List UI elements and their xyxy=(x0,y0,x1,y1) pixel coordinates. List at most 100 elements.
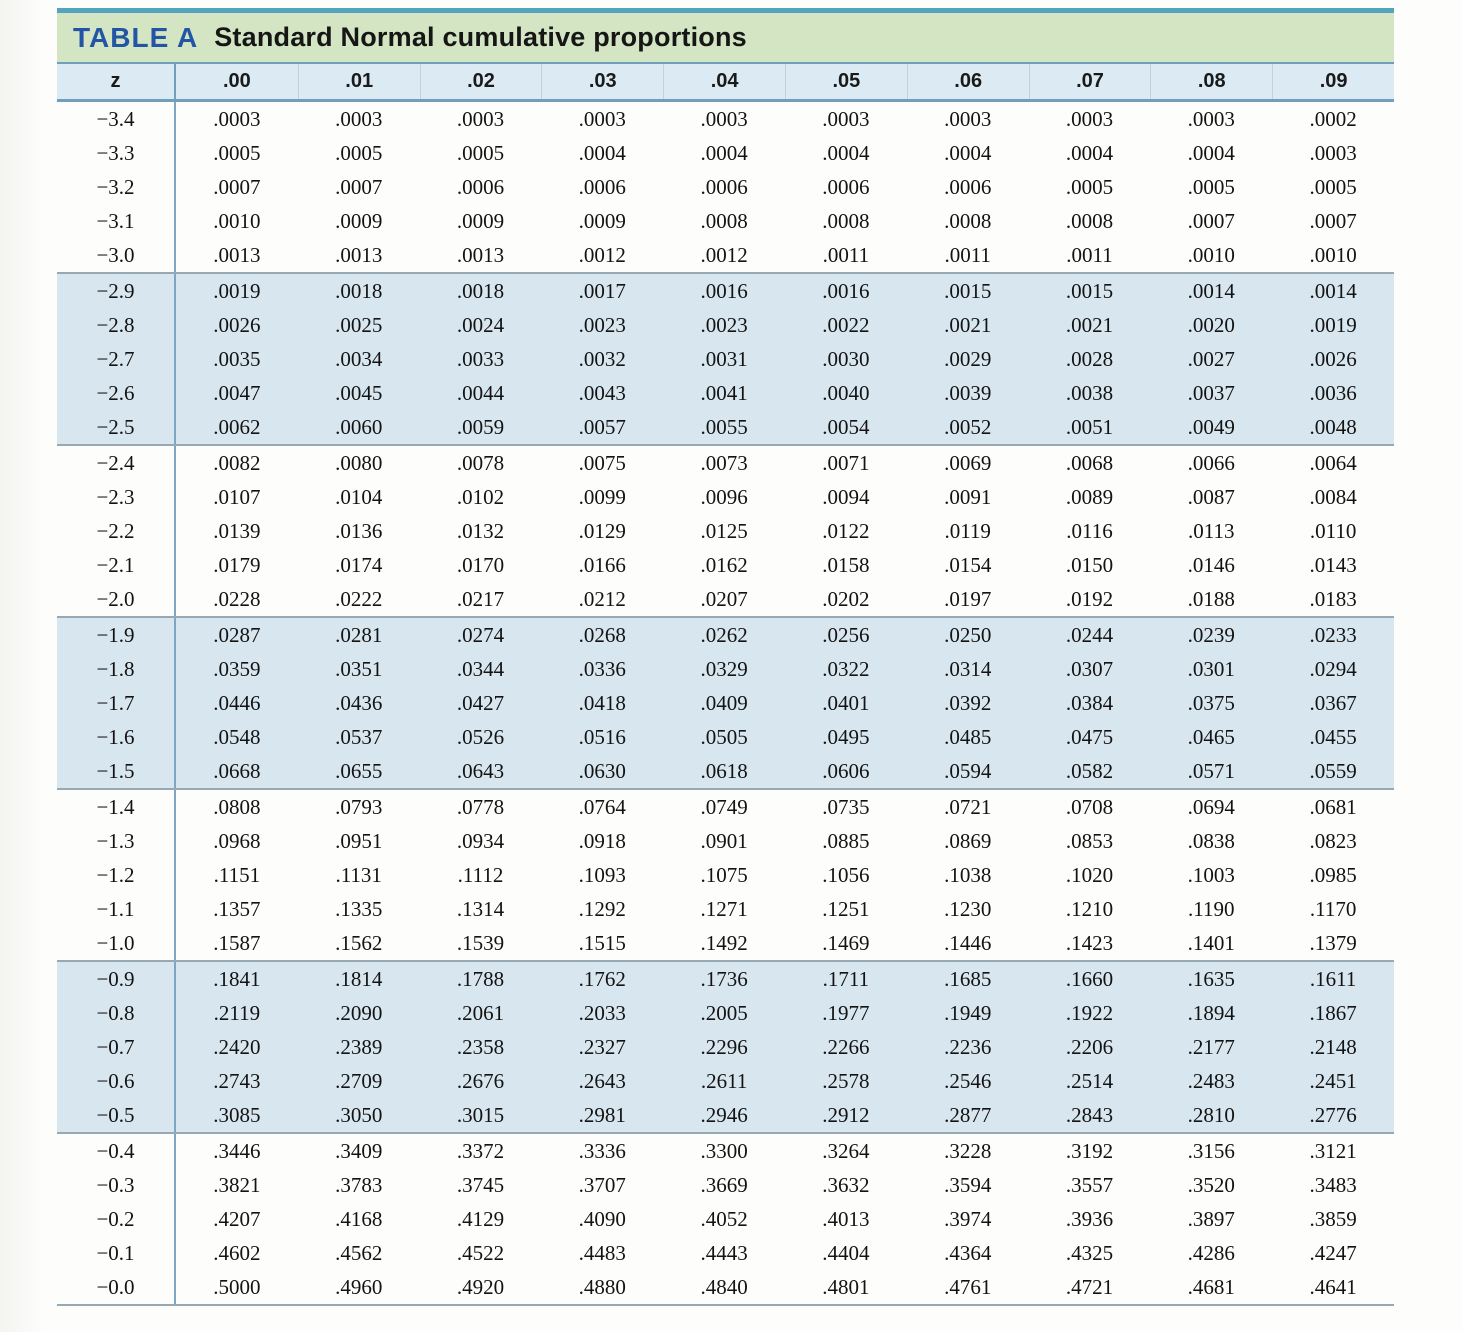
value-cell: .1469 xyxy=(822,930,870,955)
value-cell: .0351 xyxy=(335,656,383,681)
value-cell: .1357 xyxy=(213,896,261,921)
value-cell: .1922 xyxy=(1065,1000,1114,1025)
z-cell: −0.6 xyxy=(57,1064,176,1098)
value-cell: .0011 xyxy=(1066,242,1113,267)
header-cell: .05 xyxy=(785,64,907,99)
value-cell: .3557 xyxy=(1065,1172,1114,1197)
table-row: −2.0 .0228 .0222 .0217 .0212 .0207 .0202 .0197.… xyxy=(57,582,1394,616)
value-cell: .0014 xyxy=(1309,278,1357,303)
value-cell: .2420 xyxy=(213,1034,261,1059)
value-cell: .1401 xyxy=(1187,930,1235,955)
value-cell: .0436 xyxy=(335,690,383,715)
value-cell: .0006 xyxy=(456,174,505,199)
value-cell: .0016 xyxy=(700,278,748,303)
value-cell: .0025 xyxy=(335,312,383,337)
value-cell: .0007 xyxy=(335,174,383,199)
value-cell: .2709 xyxy=(335,1068,383,1093)
value-cell: .2296 xyxy=(700,1034,748,1059)
table-row: −1.7 .0446 .0436 .0427 .0418 .0409 .0401 .0392.… xyxy=(57,686,1394,720)
value-cell: .1020 xyxy=(1065,862,1114,887)
value-cell: .0013 xyxy=(456,242,505,267)
header-cell: .04 xyxy=(663,64,785,99)
value-cell: .0080 xyxy=(335,450,383,475)
value-cell: .1093 xyxy=(578,862,626,887)
value-cell: .0005 xyxy=(456,140,505,165)
z-cell: −1.3 xyxy=(57,824,176,858)
value-cell: .2843 xyxy=(1065,1102,1114,1127)
value-cell: .2946 xyxy=(700,1102,748,1127)
value-cell: .0485 xyxy=(944,724,992,749)
value-cell: .0885 xyxy=(822,828,870,853)
table-row: −0.3 .3821 .3783 .3745 .3707 .3669 .3632 .3594.… xyxy=(57,1168,1394,1202)
value-cell: .0708 xyxy=(1065,794,1114,819)
value-cell: .2810 xyxy=(1187,1102,1235,1127)
value-cell: .1562 xyxy=(335,930,383,955)
value-cell: .0075 xyxy=(578,450,626,475)
table-row: −0.8 .2119 .2090 .2061 .2033 .2005 .1977 .1949.… xyxy=(57,996,1394,1030)
value-cell: .0250 xyxy=(944,622,992,647)
value-cell: .0174 xyxy=(335,552,383,577)
value-cell: .1539 xyxy=(456,930,505,955)
value-cell: .0052 xyxy=(944,414,992,439)
value-cell: .4013 xyxy=(822,1206,870,1231)
table-row: −0.7 .2420 .2389 .2358 .2327 .2296 .2266 .2236.… xyxy=(57,1030,1394,1064)
value-cell: .0078 xyxy=(456,450,505,475)
value-cell: .0119 xyxy=(944,518,991,543)
value-cell: .2676 xyxy=(456,1068,505,1093)
value-cell: .0022 xyxy=(822,312,870,337)
value-cell: .0089 xyxy=(1065,484,1114,509)
value-cell: .1814 xyxy=(335,966,383,991)
value-cell: .1379 xyxy=(1309,930,1357,955)
value-cell: .0024 xyxy=(456,312,505,337)
value-cell: .0055 xyxy=(700,414,748,439)
value-cell: .0606 xyxy=(822,758,870,783)
value-cell: .1314 xyxy=(456,896,505,921)
value-cell: .1056 xyxy=(822,862,870,887)
value-cell: .0051 xyxy=(1065,414,1114,439)
table-row: −1.4 .0808 .0793 .0778 .0764 .0749 .0735 .0721.… xyxy=(57,790,1394,824)
row-band: −2.9 .0019 .0018 .0018 .0017 .0016 .0016 .0015.… xyxy=(57,272,1394,444)
z-cell: −2.6 xyxy=(57,376,176,410)
value-cell: .3336 xyxy=(578,1138,626,1163)
value-cell: .0694 xyxy=(1187,794,1235,819)
z-cell: −2.1 xyxy=(57,548,176,582)
value-cell: .0384 xyxy=(1065,690,1114,715)
value-cell: .0475 xyxy=(1065,724,1114,749)
z-cell: −1.4 xyxy=(57,790,176,824)
value-cell: .0049 xyxy=(1187,414,1235,439)
row-band: −1.4 .0808 .0793 .0778 .0764 .0749 .0735 .0721.… xyxy=(57,788,1394,960)
table-row: −3.3 .0005 .0005 .0005 .0004 .0004 .0004 .0004.… xyxy=(57,136,1394,170)
value-cell: .0401 xyxy=(822,690,870,715)
value-cell: .0071 xyxy=(822,450,870,475)
value-cell: .4960 xyxy=(335,1274,383,1299)
value-cell: .0548 xyxy=(213,724,261,749)
value-cell: .0104 xyxy=(335,484,383,509)
value-cell: .0003 xyxy=(1187,106,1235,131)
value-cell: .0465 xyxy=(1187,724,1235,749)
value-cell: .0344 xyxy=(456,656,505,681)
z-cell: −0.2 xyxy=(57,1202,176,1236)
value-cell: .1711 xyxy=(822,966,870,991)
table-row: −2.1 .0179 .0174 .0170 .0166 .0162 .0158 .0154.… xyxy=(57,548,1394,582)
value-cell: .2981 xyxy=(578,1102,626,1127)
value-cell: .0018 xyxy=(456,278,505,303)
value-cell: .1736 xyxy=(700,966,748,991)
value-cell: .4483 xyxy=(578,1240,626,1265)
value-cell: .0244 xyxy=(1065,622,1114,647)
value-cell: .2776 xyxy=(1309,1102,1357,1127)
value-cell: .0011 xyxy=(944,242,991,267)
value-cell: .1075 xyxy=(700,862,748,887)
value-cell: .1003 xyxy=(1187,862,1235,887)
value-cell: .2061 xyxy=(456,1000,505,1025)
z-cell: −0.1 xyxy=(57,1236,176,1270)
value-cell: .0132 xyxy=(456,518,505,543)
value-cell: .0102 xyxy=(456,484,505,509)
value-cell: .0045 xyxy=(335,380,383,405)
value-cell: .2877 xyxy=(944,1102,992,1127)
value-cell: .0838 xyxy=(1187,828,1235,853)
row-band: −2.4 .0082 .0080 .0078 .0075 .0073 .0071 .0069.… xyxy=(57,444,1394,616)
value-cell: .0064 xyxy=(1309,450,1357,475)
value-cell: .2005 xyxy=(700,1000,748,1025)
value-cell: .0505 xyxy=(700,724,748,749)
value-cell: .2578 xyxy=(822,1068,870,1093)
